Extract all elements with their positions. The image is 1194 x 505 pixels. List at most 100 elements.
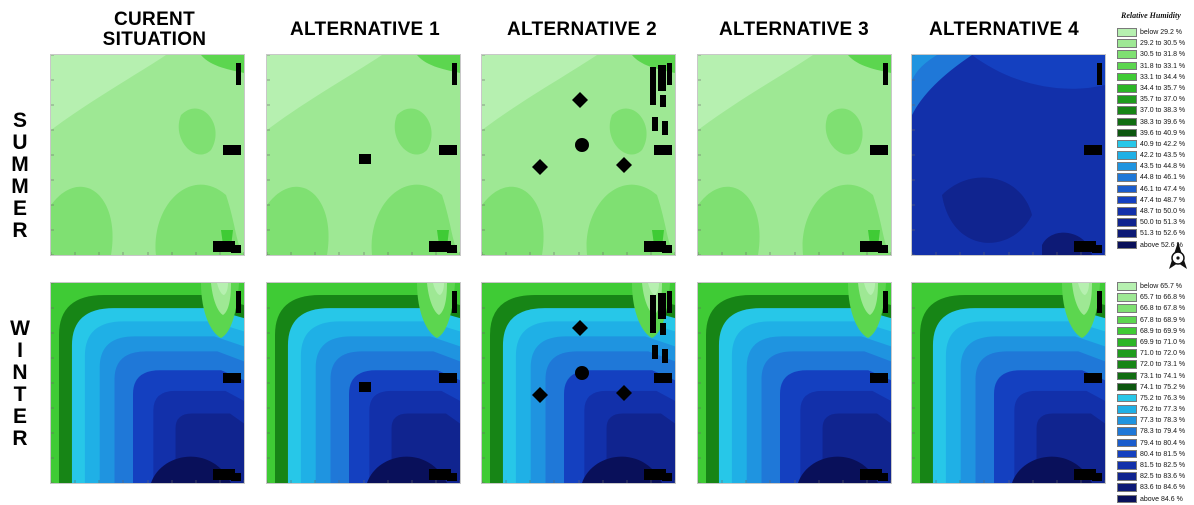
legend-swatch <box>1117 371 1137 381</box>
heatmap-plot <box>482 283 675 483</box>
legend-label: 46.1 to 47.4 % <box>1140 185 1186 193</box>
row-label-letter: R <box>12 427 28 450</box>
legend-swatch <box>1117 472 1137 481</box>
legend-swatch <box>1117 449 1137 459</box>
legend-label: 30.5 to 31.8 % <box>1140 51 1186 59</box>
row-label-letter: M <box>11 153 29 176</box>
column-title-alternative-2: ALTERNATIVE 2 <box>507 19 657 40</box>
legend-label: 50.0 to 51.3 % <box>1140 219 1186 227</box>
legend-label: 74.1 to 75.2 % <box>1140 383 1186 391</box>
legend-swatch <box>1117 382 1137 392</box>
legend-swatch <box>1117 282 1137 291</box>
row-label-letter: U <box>12 131 28 154</box>
legend-swatch <box>1117 39 1137 48</box>
legend-swatch <box>1117 315 1137 325</box>
legend-label: 34.4 to 35.7 % <box>1140 84 1186 92</box>
heatmap-plot <box>912 283 1105 483</box>
legend-swatch <box>1117 28 1137 37</box>
legend-label: 69.9 to 71.0 % <box>1140 338 1186 346</box>
legend-title: Relative Humidity <box>1121 11 1181 20</box>
legend-label: 83.6 to 84.6 % <box>1140 484 1186 492</box>
heatmap-plot <box>912 55 1105 255</box>
heatmap-plot <box>267 55 460 255</box>
legend-swatch <box>1117 83 1137 93</box>
legend-swatch <box>1117 139 1137 149</box>
legend-label: 78.3 to 79.4 % <box>1140 428 1186 436</box>
legend-label: 51.3 to 52.6 % <box>1140 230 1186 238</box>
heatmap-plot <box>482 55 675 255</box>
column-title-alternative-4: ALTERNATIVE 4 <box>929 19 1079 40</box>
legend-swatch <box>1117 162 1137 171</box>
row-label-letter: E <box>12 405 27 428</box>
heatmap-plot <box>267 283 460 483</box>
legend-label: 37.0 to 38.3 % <box>1140 107 1186 115</box>
legend-swatch <box>1117 72 1137 82</box>
heatmap-panel-summer-2 <box>481 54 676 256</box>
legend-swatch <box>1117 128 1137 138</box>
legend-label: 82.5 to 83.6 % <box>1140 473 1186 481</box>
legend-label: 44.8 to 46.1 % <box>1140 174 1186 182</box>
column-title-current: CURENT SITUATION <box>102 9 207 50</box>
legend-label: 77.3 to 78.3 % <box>1140 417 1186 425</box>
legend-label: 31.8 to 33.1 % <box>1140 62 1186 70</box>
legend-swatch <box>1117 240 1137 250</box>
heatmap-panel-summer-1 <box>266 54 461 256</box>
legend-swatch <box>1117 326 1137 336</box>
legend-swatch <box>1117 393 1137 403</box>
legend-label: 73.1 to 74.1 % <box>1140 372 1186 380</box>
legend-label: 68.9 to 69.9 % <box>1140 327 1186 335</box>
legend-label: 66.8 to 67.8 % <box>1140 305 1186 313</box>
heatmap-panel-winter-2 <box>481 282 676 484</box>
legend-swatch <box>1117 349 1137 358</box>
legend-swatch <box>1117 416 1137 425</box>
heatmap-panel-summer-4 <box>911 54 1106 256</box>
legend-swatch <box>1117 494 1137 504</box>
legend-swatch <box>1117 184 1137 194</box>
legend-swatch <box>1117 195 1137 205</box>
heatmap-plot <box>698 283 891 483</box>
row-label-letter: S <box>12 109 27 132</box>
legend-label: above 52.6 % <box>1140 241 1183 249</box>
legend-swatch <box>1117 438 1137 448</box>
legend-swatch <box>1117 207 1137 216</box>
heatmap-plot <box>698 55 891 255</box>
row-label-letter: I <box>17 339 23 362</box>
row-label-letter: R <box>12 219 28 242</box>
legend-label: 43.5 to 44.8 % <box>1140 163 1186 171</box>
legend-label: 40.9 to 42.2 % <box>1140 140 1186 148</box>
legend-swatch <box>1117 50 1137 59</box>
column-title-alternative-1: ALTERNATIVE 1 <box>290 19 440 40</box>
legend-label: 81.5 to 82.5 % <box>1140 462 1186 469</box>
legend-swatch <box>1117 106 1137 115</box>
legend-label: 35.7 to 37.0 % <box>1140 96 1186 104</box>
legend-swatch <box>1117 405 1137 414</box>
legend-label: 67.8 to 68.9 % <box>1140 316 1186 324</box>
row-label-letter: T <box>13 383 27 406</box>
legend-label: 48.7 to 50.0 % <box>1140 208 1186 215</box>
legend-swatch <box>1117 337 1137 347</box>
row-label-letter: M <box>11 175 29 198</box>
legend-swatch <box>1117 427 1137 437</box>
heatmap-panel-winter-1 <box>266 282 461 484</box>
legend-label: 65.7 to 66.8 % <box>1140 294 1186 302</box>
north-arrow-icon <box>1165 241 1191 278</box>
heatmap-panel-summer-0 <box>50 54 245 256</box>
legend-label: 38.3 to 39.6 % <box>1140 118 1186 126</box>
legend-swatch <box>1117 304 1137 313</box>
legend-label: 75.2 to 76.3 % <box>1140 394 1186 402</box>
legend-label: 33.1 to 34.4 % <box>1140 73 1186 81</box>
legend-label: 79.4 to 80.4 % <box>1140 439 1186 447</box>
legend-swatch <box>1117 117 1137 127</box>
legend-label: 76.2 to 77.3 % <box>1140 406 1186 414</box>
legend-label: 47.4 to 48.7 % <box>1140 196 1186 204</box>
legend-swatch <box>1117 218 1137 227</box>
legend-swatch <box>1117 360 1137 369</box>
legend-swatch <box>1117 461 1137 470</box>
heatmap-panel-summer-3 <box>697 54 892 256</box>
legend-swatch <box>1117 173 1137 183</box>
heatmap-panel-winter-0 <box>50 282 245 484</box>
legend-swatch <box>1117 95 1137 104</box>
legend-label: 39.6 to 40.9 % <box>1140 129 1186 137</box>
